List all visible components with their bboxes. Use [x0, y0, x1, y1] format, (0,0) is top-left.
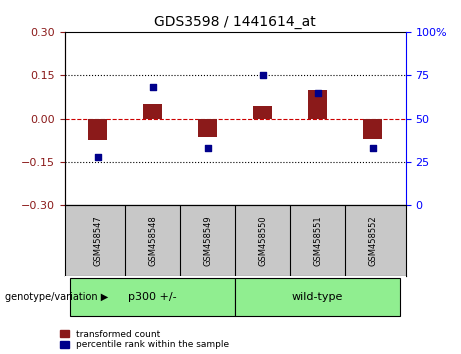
Title: GDS3598 / 1441614_at: GDS3598 / 1441614_at [154, 16, 316, 29]
Text: GSM458551: GSM458551 [313, 215, 322, 266]
Text: GSM458550: GSM458550 [258, 215, 267, 266]
Text: wild-type: wild-type [292, 291, 343, 302]
Text: GSM458549: GSM458549 [203, 215, 212, 266]
Bar [70, 278, 235, 316]
Bar [308, 90, 327, 119]
Bar [198, 119, 217, 137]
Text: GSM458547: GSM458547 [93, 215, 102, 266]
Bar [235, 278, 400, 316]
Bar [88, 119, 107, 140]
Bar [253, 107, 272, 119]
Text: p300 +/-: p300 +/- [128, 291, 177, 302]
Point [204, 145, 211, 151]
Point [314, 90, 321, 96]
Text: GSM458552: GSM458552 [368, 215, 377, 266]
Point [94, 154, 101, 160]
Point [259, 73, 266, 78]
Bar [363, 119, 382, 139]
Text: genotype/variation ▶: genotype/variation ▶ [5, 292, 108, 302]
Point [369, 145, 376, 151]
Legend: transformed count, percentile rank within the sample: transformed count, percentile rank withi… [60, 330, 229, 349]
Point [149, 85, 156, 90]
Text: GSM458548: GSM458548 [148, 215, 157, 266]
Bar [143, 104, 162, 119]
